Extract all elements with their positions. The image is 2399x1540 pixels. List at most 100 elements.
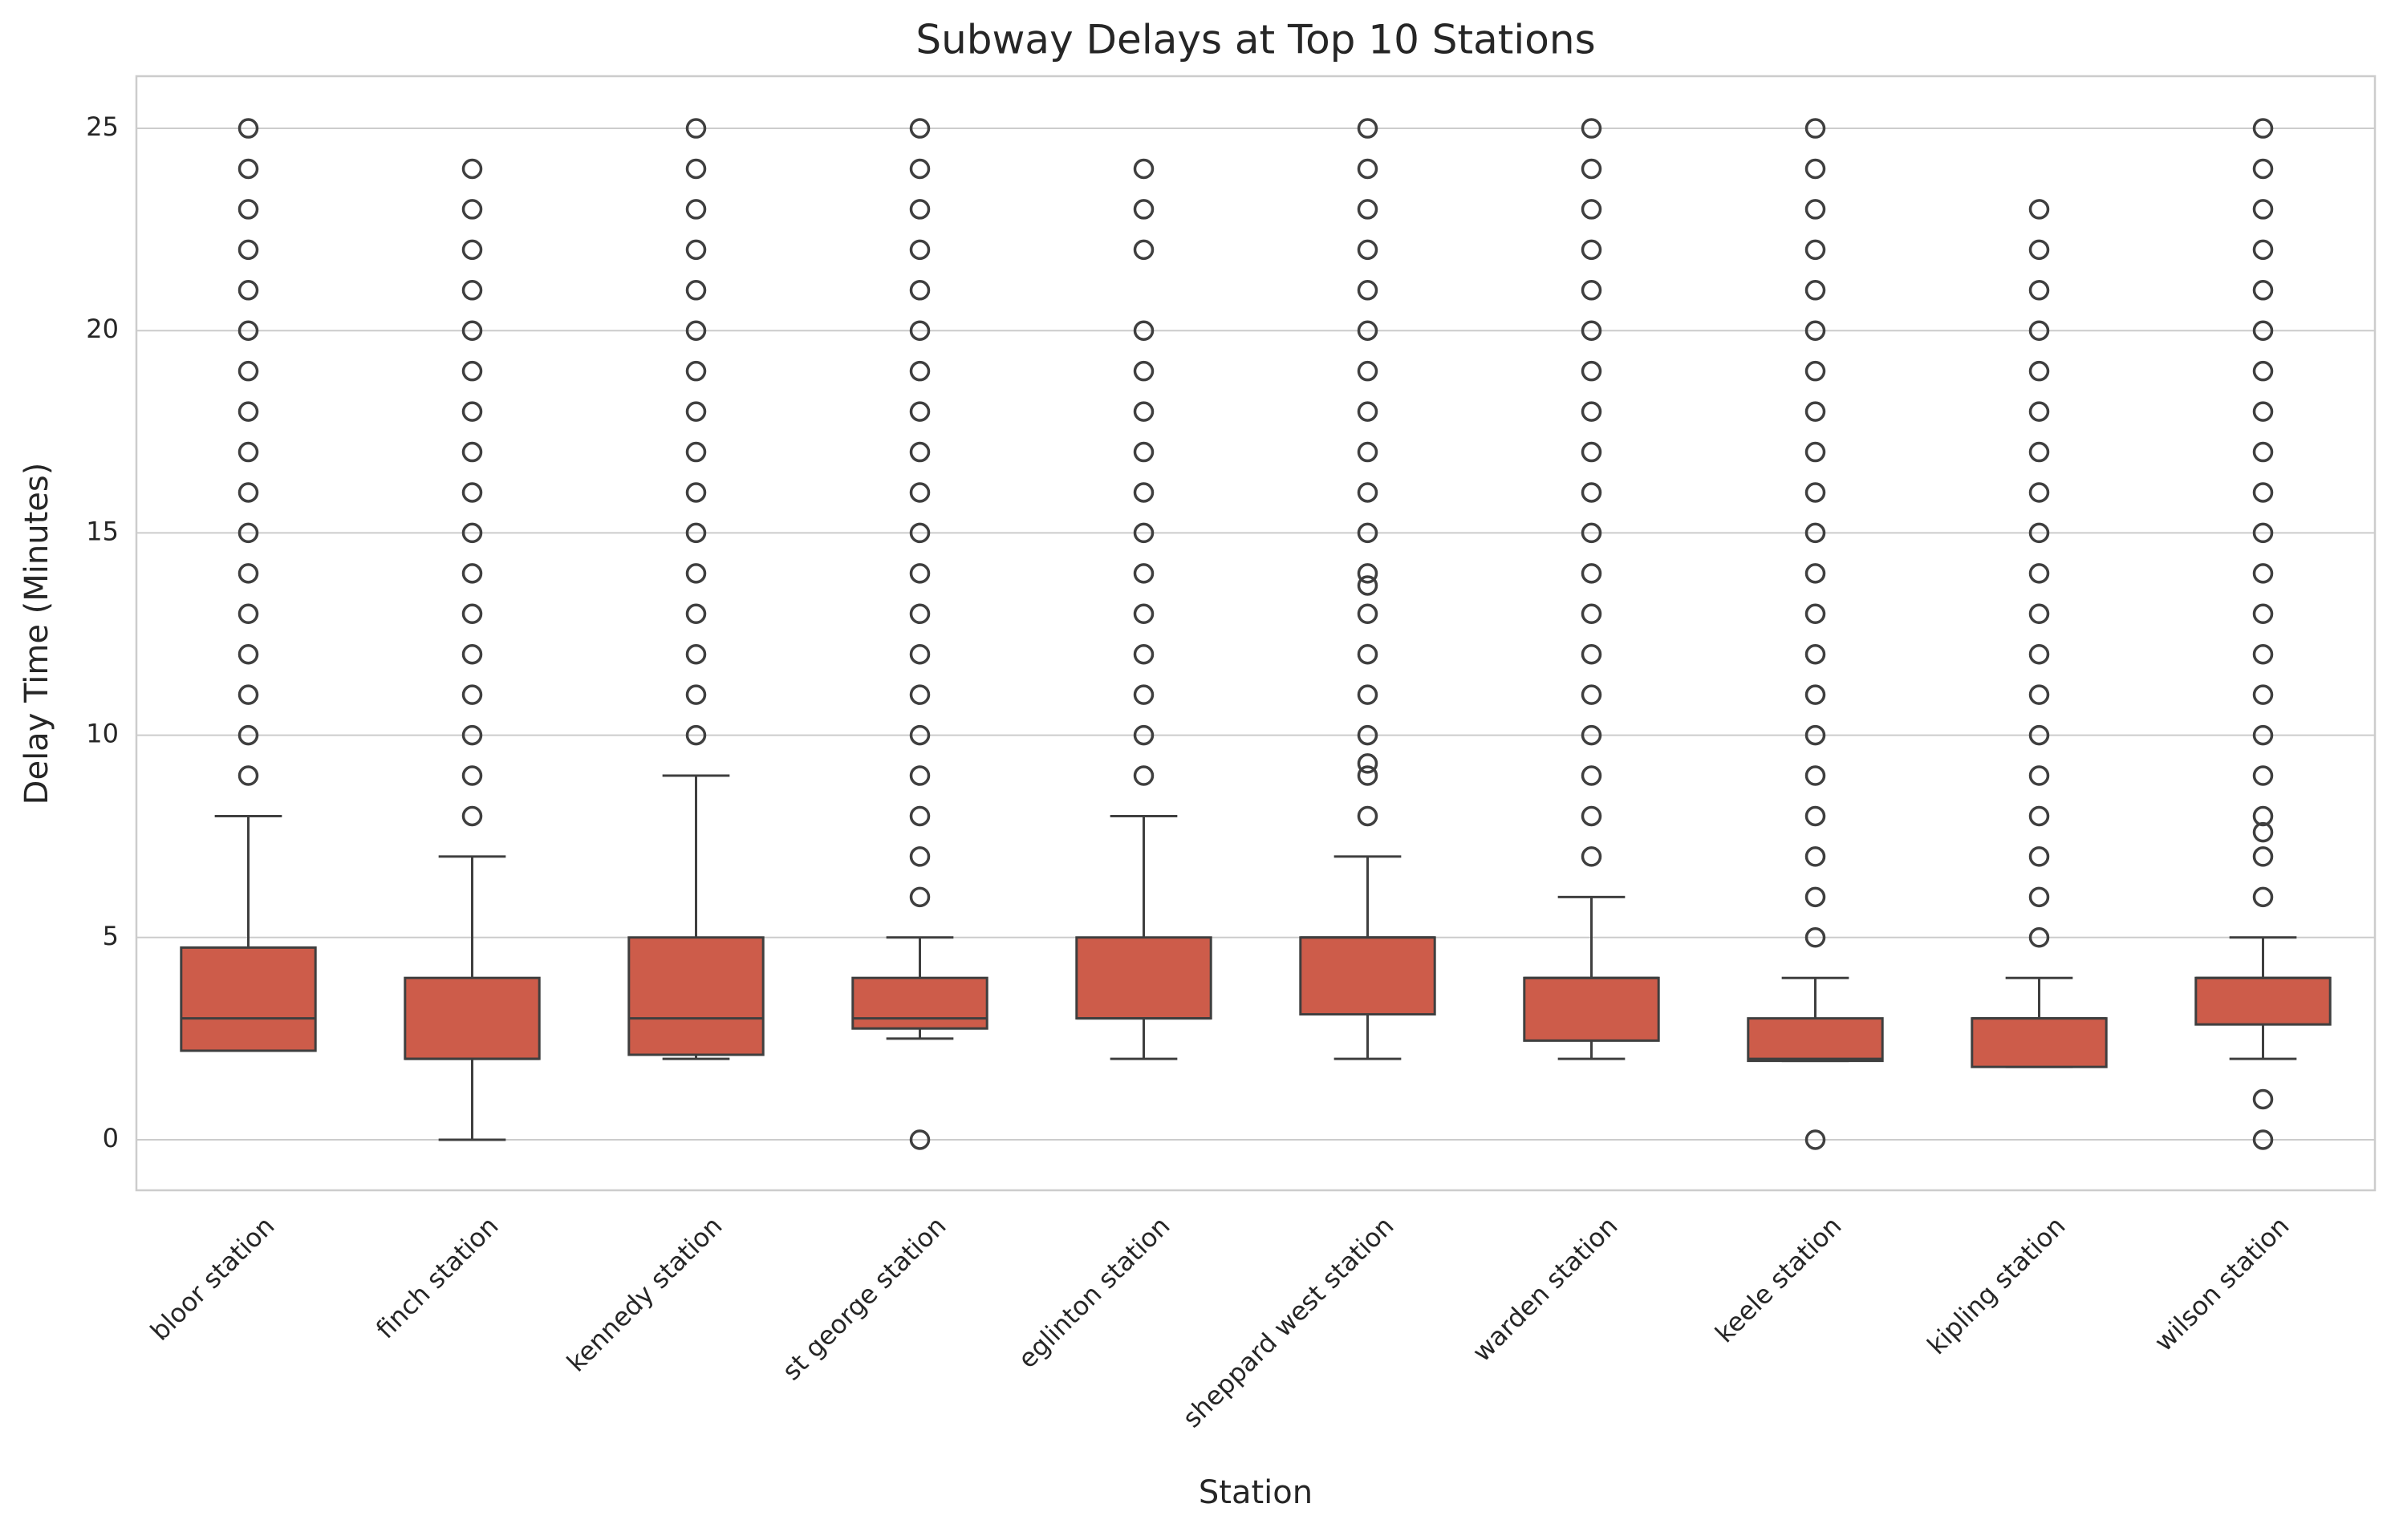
- outlier: [461, 360, 483, 382]
- outlier: [461, 280, 483, 301]
- box: [404, 976, 541, 1060]
- outlier: [2252, 158, 2274, 180]
- outlier: [2252, 118, 2274, 139]
- outlier: [1581, 846, 1602, 867]
- outlier: [1133, 684, 1155, 705]
- outlier: [461, 320, 483, 341]
- outlier: [1804, 482, 1826, 503]
- outlier: [1804, 199, 1826, 220]
- outlier: [461, 765, 483, 786]
- outlier: [2028, 927, 2050, 948]
- outlier: [1357, 401, 1378, 422]
- outlier: [461, 158, 483, 180]
- outlier: [1581, 765, 1602, 786]
- outlier: [909, 684, 931, 705]
- outlier: [2028, 401, 2050, 422]
- outlier: [1581, 320, 1602, 341]
- outlier: [2028, 603, 2050, 625]
- outlier: [685, 320, 707, 341]
- outlier: [1133, 522, 1155, 544]
- outlier: [1581, 118, 1602, 139]
- outlier: [1581, 684, 1602, 705]
- outlier: [237, 563, 259, 584]
- outlier: [1581, 482, 1602, 503]
- outlier: [2028, 846, 2050, 867]
- outlier: [237, 118, 259, 139]
- outlier: [2028, 280, 2050, 301]
- outlier: [2252, 320, 2274, 341]
- outlier: [909, 401, 931, 422]
- outlier: [2252, 724, 2274, 746]
- outlier: [1357, 643, 1378, 665]
- y-tick-label: 15: [86, 516, 119, 546]
- outlier: [2252, 821, 2274, 843]
- outlier: [909, 441, 931, 463]
- outlier: [909, 360, 931, 382]
- outlier: [237, 482, 259, 503]
- outlier: [2252, 1129, 2274, 1150]
- outlier: [461, 482, 483, 503]
- outlier: [461, 441, 483, 463]
- outlier: [909, 724, 931, 746]
- x-axis-label: Station: [1199, 1474, 1313, 1511]
- outlier: [909, 643, 931, 665]
- outlier: [1804, 360, 1826, 382]
- outlier: [2252, 684, 2274, 705]
- outlier: [2252, 239, 2274, 261]
- outlier: [2252, 765, 2274, 786]
- outlier: [1133, 320, 1155, 341]
- outlier: [1804, 320, 1826, 341]
- outlier: [1804, 846, 1826, 867]
- outlier: [2252, 360, 2274, 382]
- y-tick-label: 20: [86, 314, 119, 344]
- y-axis-label: Delay Time (Minutes): [18, 463, 55, 805]
- outlier: [685, 118, 707, 139]
- outlier: [2028, 320, 2050, 341]
- outlier: [1804, 239, 1826, 261]
- outlier: [237, 280, 259, 301]
- outlier: [909, 239, 931, 261]
- outlier: [2028, 360, 2050, 382]
- outlier: [909, 886, 931, 908]
- outlier: [237, 360, 259, 382]
- outlier: [2028, 563, 2050, 584]
- outlier: [1804, 280, 1826, 301]
- outlier: [1357, 441, 1378, 463]
- outlier: [1581, 158, 1602, 180]
- outlier: [1133, 603, 1155, 625]
- outlier: [1804, 1129, 1826, 1150]
- outlier: [1581, 360, 1602, 382]
- outlier: [1581, 401, 1602, 422]
- outlier: [2252, 603, 2274, 625]
- outlier: [1357, 522, 1378, 544]
- outlier: [1804, 684, 1826, 705]
- outlier: [1581, 522, 1602, 544]
- outlier: [909, 522, 931, 544]
- outlier: [1804, 118, 1826, 139]
- outlier: [1357, 239, 1378, 261]
- box: [851, 976, 988, 1030]
- outlier: [237, 522, 259, 544]
- y-tick-label: 25: [86, 111, 119, 142]
- box: [1075, 936, 1212, 1020]
- outlier: [2028, 886, 2050, 908]
- outlier: [685, 643, 707, 665]
- outlier: [1133, 158, 1155, 180]
- outlier: [237, 320, 259, 341]
- outlier: [1357, 199, 1378, 220]
- outlier: [1804, 401, 1826, 422]
- outlier: [909, 765, 931, 786]
- outlier: [461, 522, 483, 544]
- outlier: [237, 765, 259, 786]
- outlier: [237, 603, 259, 625]
- y-tick-label: 10: [86, 719, 119, 749]
- outlier: [1133, 401, 1155, 422]
- outlier: [2252, 643, 2274, 665]
- outlier: [1133, 360, 1155, 382]
- outlier: [909, 603, 931, 625]
- outlier: [1133, 239, 1155, 261]
- outlier: [685, 563, 707, 584]
- outlier: [237, 724, 259, 746]
- outlier: [1581, 805, 1602, 827]
- outlier: [1581, 563, 1602, 584]
